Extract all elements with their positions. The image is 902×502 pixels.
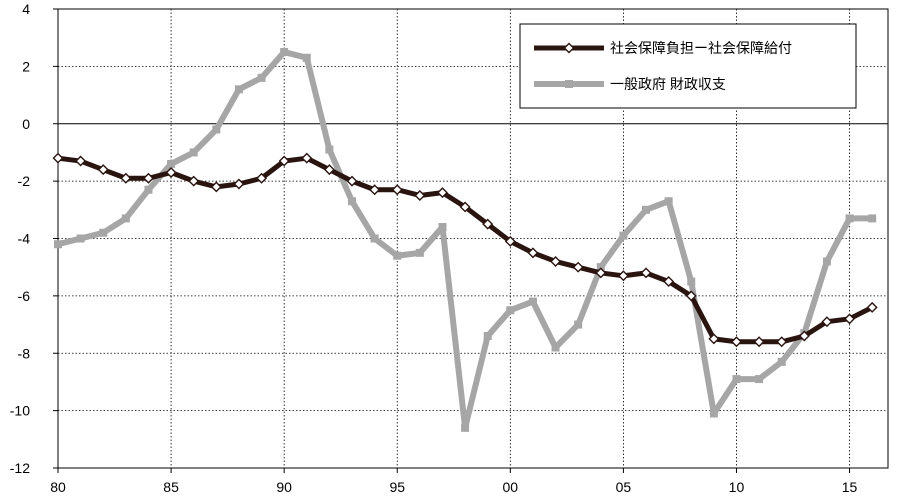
y-tick-label: -10 bbox=[10, 403, 30, 419]
data-point-square bbox=[190, 148, 198, 156]
x-tick-label: 85 bbox=[163, 479, 179, 495]
data-point-square bbox=[710, 409, 718, 417]
x-tick-label: 10 bbox=[729, 479, 745, 495]
data-point-square bbox=[99, 229, 107, 237]
y-tick-label: -6 bbox=[18, 288, 31, 304]
data-point-square bbox=[574, 321, 582, 329]
y-tick-label: 2 bbox=[22, 58, 30, 74]
data-point-square bbox=[416, 249, 424, 257]
data-point-square bbox=[755, 375, 763, 383]
x-tick-label: 95 bbox=[389, 479, 405, 495]
y-tick-label: 0 bbox=[22, 116, 30, 132]
data-point-square bbox=[687, 278, 695, 286]
data-point-square bbox=[506, 306, 514, 314]
data-point-square bbox=[868, 214, 876, 222]
data-point-square bbox=[235, 85, 243, 93]
x-tick-label: 90 bbox=[276, 479, 292, 495]
data-point-square bbox=[258, 74, 266, 82]
legend-box bbox=[520, 24, 856, 108]
data-point-square bbox=[348, 197, 356, 205]
legend-swatch-marker bbox=[565, 80, 573, 88]
x-tick-label: 05 bbox=[616, 479, 632, 495]
data-point-square bbox=[54, 240, 62, 248]
y-tick-label: -4 bbox=[18, 231, 31, 247]
data-point-square bbox=[529, 298, 537, 306]
legend-label: 一般政府 財政収支 bbox=[610, 76, 726, 92]
data-point-square bbox=[280, 48, 288, 56]
series-0 bbox=[54, 154, 877, 347]
data-point-square bbox=[393, 252, 401, 260]
data-point-square bbox=[665, 197, 673, 205]
data-point-square bbox=[484, 332, 492, 340]
data-point-square bbox=[77, 235, 85, 243]
y-tick-label: -8 bbox=[18, 345, 31, 361]
data-point-diamond bbox=[619, 271, 628, 280]
data-point-square bbox=[325, 146, 333, 154]
data-point-square bbox=[303, 54, 311, 62]
data-point-square bbox=[619, 232, 627, 240]
data-point-square bbox=[144, 186, 152, 194]
data-point-diamond bbox=[54, 154, 63, 163]
data-point-square bbox=[438, 223, 446, 231]
series-line-social-security bbox=[58, 158, 872, 342]
data-point-square bbox=[461, 424, 469, 432]
y-tick-label: 4 bbox=[22, 1, 30, 17]
data-point-square bbox=[846, 214, 854, 222]
legend-label: 社会保障負担ー社会保障給付 bbox=[610, 40, 792, 56]
x-tick-label: 15 bbox=[842, 479, 858, 495]
y-tick-label: -2 bbox=[18, 173, 31, 189]
data-point-square bbox=[552, 344, 560, 352]
x-tick-label: 00 bbox=[503, 479, 519, 495]
data-point-square bbox=[212, 125, 220, 133]
data-point-square bbox=[823, 257, 831, 265]
data-point-diamond bbox=[732, 337, 741, 346]
y-tick-label: -12 bbox=[10, 460, 30, 476]
data-point-square bbox=[167, 160, 175, 168]
data-point-square bbox=[778, 358, 786, 366]
data-point-square bbox=[642, 206, 650, 214]
data-point-diamond bbox=[755, 337, 764, 346]
data-point-square bbox=[122, 214, 130, 222]
data-point-square bbox=[732, 375, 740, 383]
x-tick-label: 80 bbox=[50, 479, 66, 495]
data-point-square bbox=[371, 235, 379, 243]
